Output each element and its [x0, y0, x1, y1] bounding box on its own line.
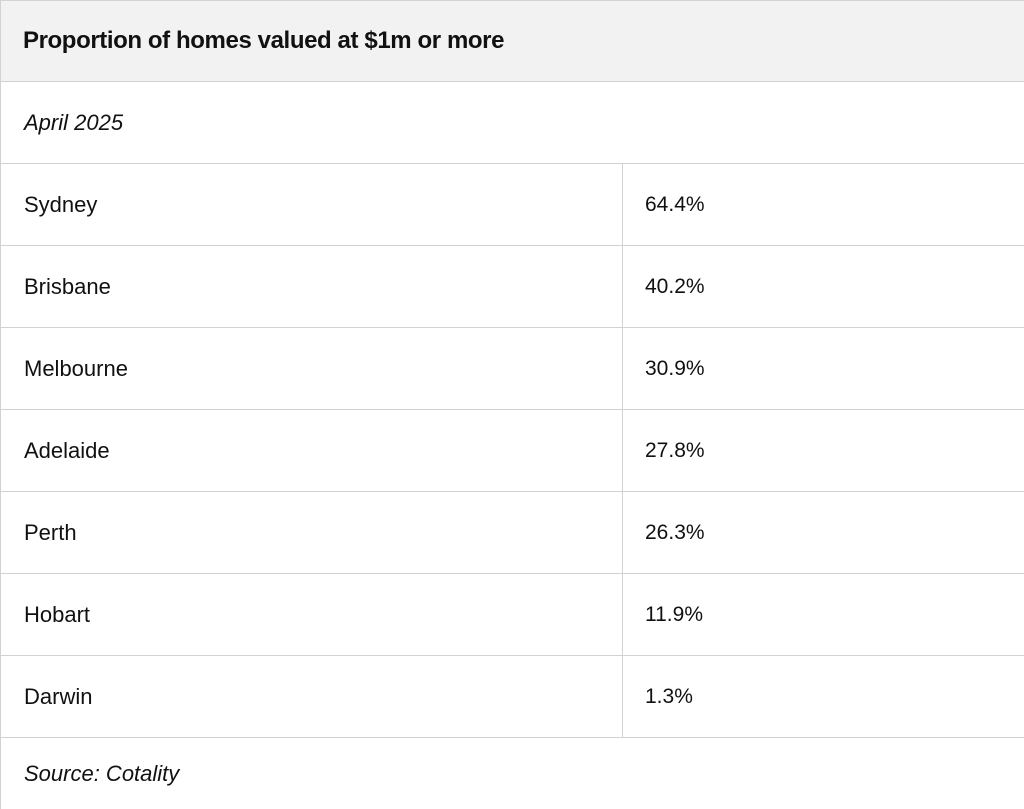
date-row: April 2025	[1, 82, 1024, 164]
table-row: Hobart 11.9%	[1, 574, 1024, 656]
table-row: Darwin 1.3%	[1, 656, 1024, 738]
table-body: Sydney 64.4% Brisbane 40.2% Melbourne 30.9% Ad…	[1, 164, 1024, 738]
value-cell: 27.8%	[645, 438, 705, 462]
city-cell: Melbourne	[1, 328, 623, 409]
table-row: Adelaide 27.8%	[1, 410, 1024, 492]
value-cell: 1.3%	[645, 684, 693, 708]
source-note: Source: Cotality	[24, 760, 180, 786]
source-row: Source: Cotality	[1, 738, 1024, 809]
table-title: Proportion of homes valued at $1m or mor…	[23, 27, 505, 54]
city-cell: Sydney	[1, 164, 623, 245]
value-cell: 26.3%	[645, 520, 705, 544]
table-subtitle: April 2025	[24, 109, 124, 135]
value-cell: 40.2%	[645, 274, 705, 298]
city-cell: Adelaide	[1, 410, 623, 491]
city-cell: Brisbane	[1, 246, 623, 327]
value-cell: 30.9%	[645, 356, 705, 380]
table-row: Melbourne 30.9%	[1, 328, 1024, 410]
value-cell: 11.9%	[645, 602, 703, 626]
city-cell: Darwin	[1, 656, 623, 737]
value-cell: 64.4%	[645, 192, 705, 216]
table-header: Proportion of homes valued at $1m or mor…	[1, 0, 1024, 82]
city-cell: Hobart	[1, 574, 623, 655]
table-row: Perth 26.3%	[1, 492, 1024, 574]
city-cell: Perth	[1, 492, 623, 573]
table-row: Brisbane 40.2%	[1, 246, 1024, 328]
table-row: Sydney 64.4%	[1, 164, 1024, 246]
